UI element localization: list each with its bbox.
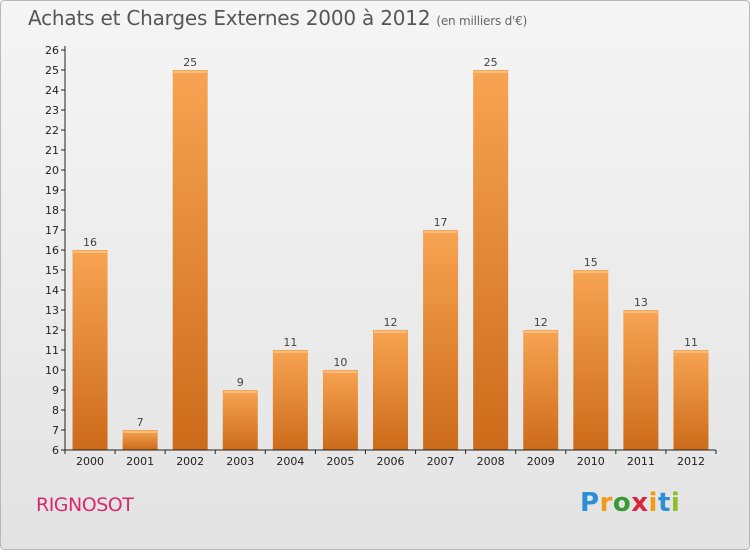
bar (423, 230, 459, 450)
data-label: 25 (484, 56, 498, 69)
bar-highlight (273, 351, 307, 353)
bar-highlight (123, 431, 157, 433)
chart-unit: (en milliers d'€) (436, 14, 528, 28)
y-tick-label: 9 (52, 384, 59, 397)
data-label: 15 (584, 256, 598, 269)
y-tick-label: 25 (45, 64, 59, 77)
proxiti-logo[interactable]: Proxiti (580, 488, 680, 518)
x-tick-label: 2011 (627, 455, 655, 468)
data-label: 25 (183, 56, 197, 69)
bar (322, 370, 358, 450)
bar (473, 70, 509, 450)
bar-highlight (674, 351, 708, 353)
x-tick-label: 2002 (176, 455, 204, 468)
bar-highlight (323, 371, 357, 373)
logo-letter: o (612, 488, 632, 518)
data-label: 16 (83, 236, 97, 249)
y-tick-label: 12 (45, 324, 59, 337)
bar (523, 330, 559, 450)
bar (72, 250, 108, 450)
y-tick-label: 26 (45, 44, 59, 57)
bar (222, 390, 258, 450)
y-tick-label: 7 (52, 424, 59, 437)
x-tick-label: 2007 (427, 455, 455, 468)
y-tick-label: 22 (45, 124, 59, 137)
y-tick-label: 11 (45, 344, 59, 357)
bar-highlight (474, 71, 508, 73)
data-label: 12 (384, 316, 398, 329)
data-label: 17 (434, 216, 448, 229)
bar (172, 70, 208, 450)
y-tick-label: 21 (45, 144, 59, 157)
x-tick-label: 2001 (126, 455, 154, 468)
bar-highlight (374, 331, 407, 333)
y-tick-label: 10 (45, 364, 59, 377)
x-tick-label: 2010 (577, 455, 605, 468)
data-label: 13 (634, 296, 648, 309)
y-tick-label: 20 (45, 164, 59, 177)
y-tick-label: 6 (52, 444, 59, 457)
bar (573, 270, 609, 450)
bar-highlight (574, 271, 608, 273)
y-tick-label: 13 (45, 304, 59, 317)
bar-highlight (424, 231, 458, 233)
bar-highlight (73, 251, 107, 253)
logo-letter: i (670, 488, 681, 518)
x-tick-label: 2012 (677, 455, 705, 468)
x-tick-label: 2008 (477, 455, 505, 468)
data-label: 11 (684, 336, 698, 349)
x-tick-label: 2003 (226, 455, 254, 468)
chart-title: Achats et Charges Externes 2000 à 2012 (e… (28, 6, 527, 30)
data-label: 12 (534, 316, 548, 329)
data-label: 11 (283, 336, 297, 349)
y-tick-label: 18 (45, 204, 59, 217)
y-tick-label: 24 (45, 84, 59, 97)
bar (673, 350, 709, 450)
x-tick-label: 2004 (276, 455, 304, 468)
bar (272, 350, 308, 450)
bar-highlight (524, 331, 558, 333)
bar-highlight (173, 71, 207, 73)
bar-highlight (223, 391, 257, 393)
y-tick-label: 8 (52, 404, 59, 417)
logo-letter: i (648, 488, 658, 518)
bar-highlight (624, 311, 658, 313)
y-tick-label: 23 (45, 104, 59, 117)
y-tick-label: 16 (45, 244, 59, 257)
data-label: 7 (137, 416, 144, 429)
bar (373, 330, 408, 450)
data-label: 10 (333, 356, 347, 369)
logo-letter: r (599, 488, 613, 518)
y-tick-label: 15 (45, 264, 59, 277)
data-label: 9 (237, 376, 244, 389)
y-tick-label: 17 (45, 224, 59, 237)
y-tick-label: 19 (45, 184, 59, 197)
commune-name: RIGNOSOT (36, 494, 134, 516)
bar (122, 430, 158, 450)
x-tick-label: 2006 (377, 455, 405, 468)
bar (623, 310, 659, 450)
x-tick-label: 2009 (527, 455, 555, 468)
x-tick-label: 2005 (326, 455, 354, 468)
chart-title-text: Achats et Charges Externes 2000 à 2012 (28, 6, 431, 30)
y-tick-label: 14 (45, 284, 59, 297)
logo-letter: x (631, 488, 649, 518)
logo-letter: t (657, 488, 671, 518)
logo-letter: P (580, 488, 600, 518)
x-tick-label: 2000 (76, 455, 104, 468)
